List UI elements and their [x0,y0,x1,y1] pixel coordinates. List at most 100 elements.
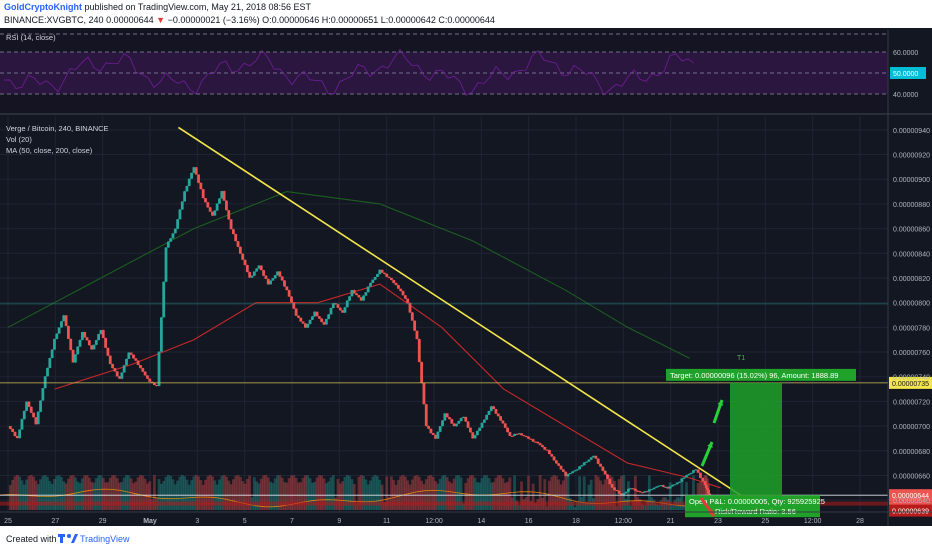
candle-up [213,210,217,216]
candle-up [589,457,593,460]
volume-bar [18,476,22,510]
chart-area[interactable]: 60.0000 50.0000 40.0000 RSI (14, close) 0.0… [0,28,932,526]
candle-down [380,269,384,273]
candle-up [269,280,272,285]
candle-up [97,334,101,341]
candle-down [106,347,110,356]
volume-bar [448,481,451,510]
candle-up [513,433,516,436]
candle-down [427,426,430,429]
candle-up [689,472,693,475]
candle-down [445,413,449,418]
volume-bar [489,482,493,510]
candle-down [90,345,94,350]
x-tick-label: 29 [99,518,107,525]
volume-bar [43,475,47,510]
candle-down [201,189,205,199]
candle-down [390,277,393,281]
candle-up [125,358,128,366]
tradingview-brand[interactable]: TradingView [80,534,130,544]
volume-bar [301,477,305,510]
volume-bar [654,503,658,510]
candle-up [575,469,579,471]
candle-up [366,286,370,293]
volume-bar [22,484,26,510]
price-chart[interactable]: 60.0000 50.0000 40.0000 RSI (14, close) 0.0… [0,28,932,526]
x-tick-label: 9 [337,518,341,525]
candle-up [376,274,379,277]
candle-up [306,323,310,328]
candle-down [387,276,391,278]
candle-up [517,433,521,435]
candle-up [185,185,189,192]
candle-down [434,434,437,439]
volume-bar [206,476,210,510]
volume-bar [78,483,82,510]
candle-down [429,428,433,434]
candle-up [441,420,444,427]
x-tick-label: 3 [195,518,199,525]
candle-down [320,318,324,323]
volume-bar [15,475,19,510]
volume-bar [357,476,361,510]
volume-bar [359,475,363,510]
candle-up [657,485,661,487]
candle-down [32,412,35,418]
candle-down [408,302,412,313]
volume-bar [71,475,75,510]
pnl-label: Open P&L: 0.00000005, Qty: 925925925 [689,497,825,506]
candle-up [218,198,221,204]
volume-bar [475,482,479,510]
candle-up [22,410,26,420]
y-tick-label: 0.00000720 [893,399,930,406]
volume-bar [222,475,226,510]
candle-down [396,285,400,289]
candle-up [585,461,588,463]
candle-down [238,246,242,254]
candle-up [478,427,482,431]
rsi-level-label: 60.0000 [893,50,918,57]
candle-up [57,327,61,334]
volume-bar [101,477,105,510]
volume-bar [438,478,442,510]
x-tick-label: 25 [4,518,12,525]
candle-down [287,290,291,297]
candle-down [496,413,500,417]
volume-bar [273,478,277,510]
volume-bar [633,475,637,510]
volume-bar [366,484,370,510]
candle-up [60,321,63,328]
candle-down [85,337,89,341]
candle-down [599,463,602,467]
candle-down [225,200,228,211]
volume-bar [46,476,49,510]
candle-down [596,458,600,464]
volume-bar [180,475,184,510]
candle-down [304,323,307,328]
created-with-text: Created with [6,534,57,544]
candle-up [176,219,180,229]
volume-bar [118,482,121,510]
candle-down [222,191,226,201]
candle-up [169,238,173,242]
volume-bar [27,476,31,510]
author-link[interactable]: GoldCryptoKnight [4,2,82,12]
volume-bar [552,475,556,510]
candle-up [183,191,186,202]
candle-down [666,486,670,489]
candle-down [264,275,268,279]
candle-down [27,401,31,407]
y-tick-label: 0.00000740 [893,375,930,382]
candle-up [276,271,279,276]
candle-down [615,490,619,492]
volume-bar [278,475,282,510]
candle-up [20,419,24,430]
rsi-pane-bg [0,30,888,114]
candle-up [459,418,463,422]
volume-bar [410,479,414,510]
volume-bar [469,475,472,510]
candle-down [234,234,238,242]
candle-down [243,259,247,266]
candle-up [687,474,691,476]
volume-bar [129,478,133,510]
